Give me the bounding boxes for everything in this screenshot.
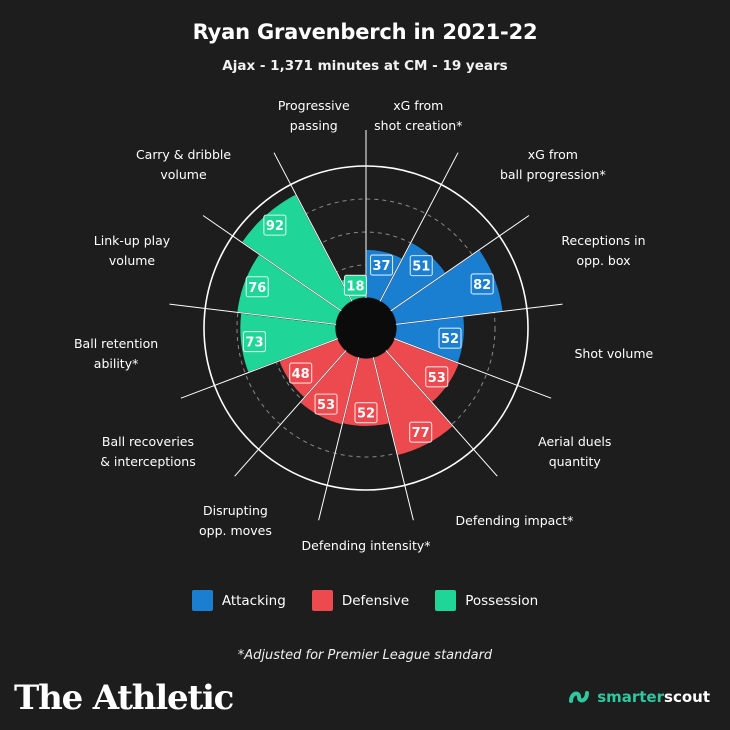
legend-item-attacking: Attacking bbox=[191, 590, 286, 611]
grid-spoke bbox=[379, 152, 459, 302]
legend-item-defensive: Defensive bbox=[311, 590, 410, 611]
grid-spoke bbox=[372, 357, 414, 521]
value-label: 37 bbox=[369, 254, 394, 276]
legend-swatch-defensive bbox=[311, 590, 333, 611]
grid-spoke bbox=[234, 350, 347, 477]
svg-text:52: 52 bbox=[357, 407, 375, 422]
smarterscout-logo-icon bbox=[569, 691, 590, 703]
grid-spoke bbox=[169, 303, 337, 325]
category-label: Disrupting opp. moves bbox=[198, 503, 272, 539]
legend-label-defensive: Defensive bbox=[341, 592, 410, 609]
svg-text:18: 18 bbox=[346, 279, 364, 294]
grid-spoke bbox=[273, 152, 353, 302]
category-label: Progressive passing bbox=[277, 98, 350, 134]
chart-subtitle: Ajax - 1,371 minutes at CM - 19 years bbox=[222, 58, 508, 74]
partner-name-prefix: smarter bbox=[597, 688, 665, 706]
value-label: 18 bbox=[343, 274, 368, 296]
legend-swatch-possession bbox=[435, 590, 457, 611]
svg-text:51: 51 bbox=[412, 260, 430, 275]
svg-text:76: 76 bbox=[248, 281, 266, 296]
chart-title: Ryan Gravenberch in 2021-22 bbox=[192, 20, 538, 44]
legend-swatch-attacking bbox=[191, 590, 213, 611]
svg-text:53: 53 bbox=[428, 371, 446, 386]
category-label: Ball retention ability* bbox=[73, 336, 159, 372]
svg-text:53: 53 bbox=[317, 398, 335, 413]
grid-spoke bbox=[385, 350, 498, 477]
svg-text:92: 92 bbox=[266, 219, 284, 234]
svg-text:48: 48 bbox=[292, 367, 310, 382]
value-label: 92 bbox=[263, 214, 287, 236]
grid-spoke bbox=[202, 215, 342, 312]
category-label: xG from ball progression* bbox=[499, 146, 606, 182]
grid-spoke bbox=[395, 303, 563, 325]
category-label: Shot volume bbox=[574, 346, 654, 362]
svg-text:73: 73 bbox=[245, 336, 263, 351]
svg-text:77: 77 bbox=[412, 426, 430, 441]
category-label: Defending impact* bbox=[455, 513, 574, 529]
legend-label-attacking: Attacking bbox=[221, 592, 286, 609]
value-label: 73 bbox=[242, 330, 267, 353]
value-label: 76 bbox=[245, 276, 269, 298]
grid-spoke bbox=[390, 215, 530, 312]
value-label: 51 bbox=[409, 255, 433, 277]
svg-text:52: 52 bbox=[441, 332, 459, 347]
center-hole bbox=[336, 298, 396, 358]
publisher-logo: The Athletic bbox=[14, 678, 234, 718]
grid-spoke bbox=[318, 357, 360, 521]
value-label: 52 bbox=[354, 402, 378, 424]
partner-name-suffix: scout bbox=[664, 688, 710, 706]
value-label: 53 bbox=[425, 366, 449, 388]
category-label: xG from shot creation* bbox=[374, 98, 463, 134]
value-label: 82 bbox=[470, 273, 494, 295]
category-label: Carry & dribble volume bbox=[135, 146, 232, 182]
legend: Attacking Defensive Possession bbox=[0, 590, 730, 611]
footnote: *Adjusted for Premier League standard bbox=[237, 648, 493, 663]
category-label: Ball recoveries & interceptions bbox=[100, 433, 196, 469]
value-label: 48 bbox=[289, 362, 313, 384]
svg-text:37: 37 bbox=[372, 259, 390, 274]
value-label: 53 bbox=[314, 393, 338, 415]
category-label: Defending intensity* bbox=[301, 538, 431, 553]
value-label: 77 bbox=[409, 421, 433, 443]
grid-ring bbox=[236, 198, 496, 458]
legend-item-possession: Possession bbox=[435, 590, 538, 611]
grid-spoke bbox=[180, 338, 339, 399]
svg-text:82: 82 bbox=[473, 278, 491, 293]
grid-spoke bbox=[393, 338, 552, 399]
legend-label-possession: Possession bbox=[465, 592, 539, 609]
category-label: Aerial duels quantity bbox=[538, 433, 612, 469]
value-label: 52 bbox=[438, 327, 462, 349]
partner-logo: smarterscout bbox=[567, 685, 710, 709]
category-label: Link-up play volume bbox=[93, 232, 171, 268]
category-label: Receptions in opp. box bbox=[561, 232, 646, 268]
